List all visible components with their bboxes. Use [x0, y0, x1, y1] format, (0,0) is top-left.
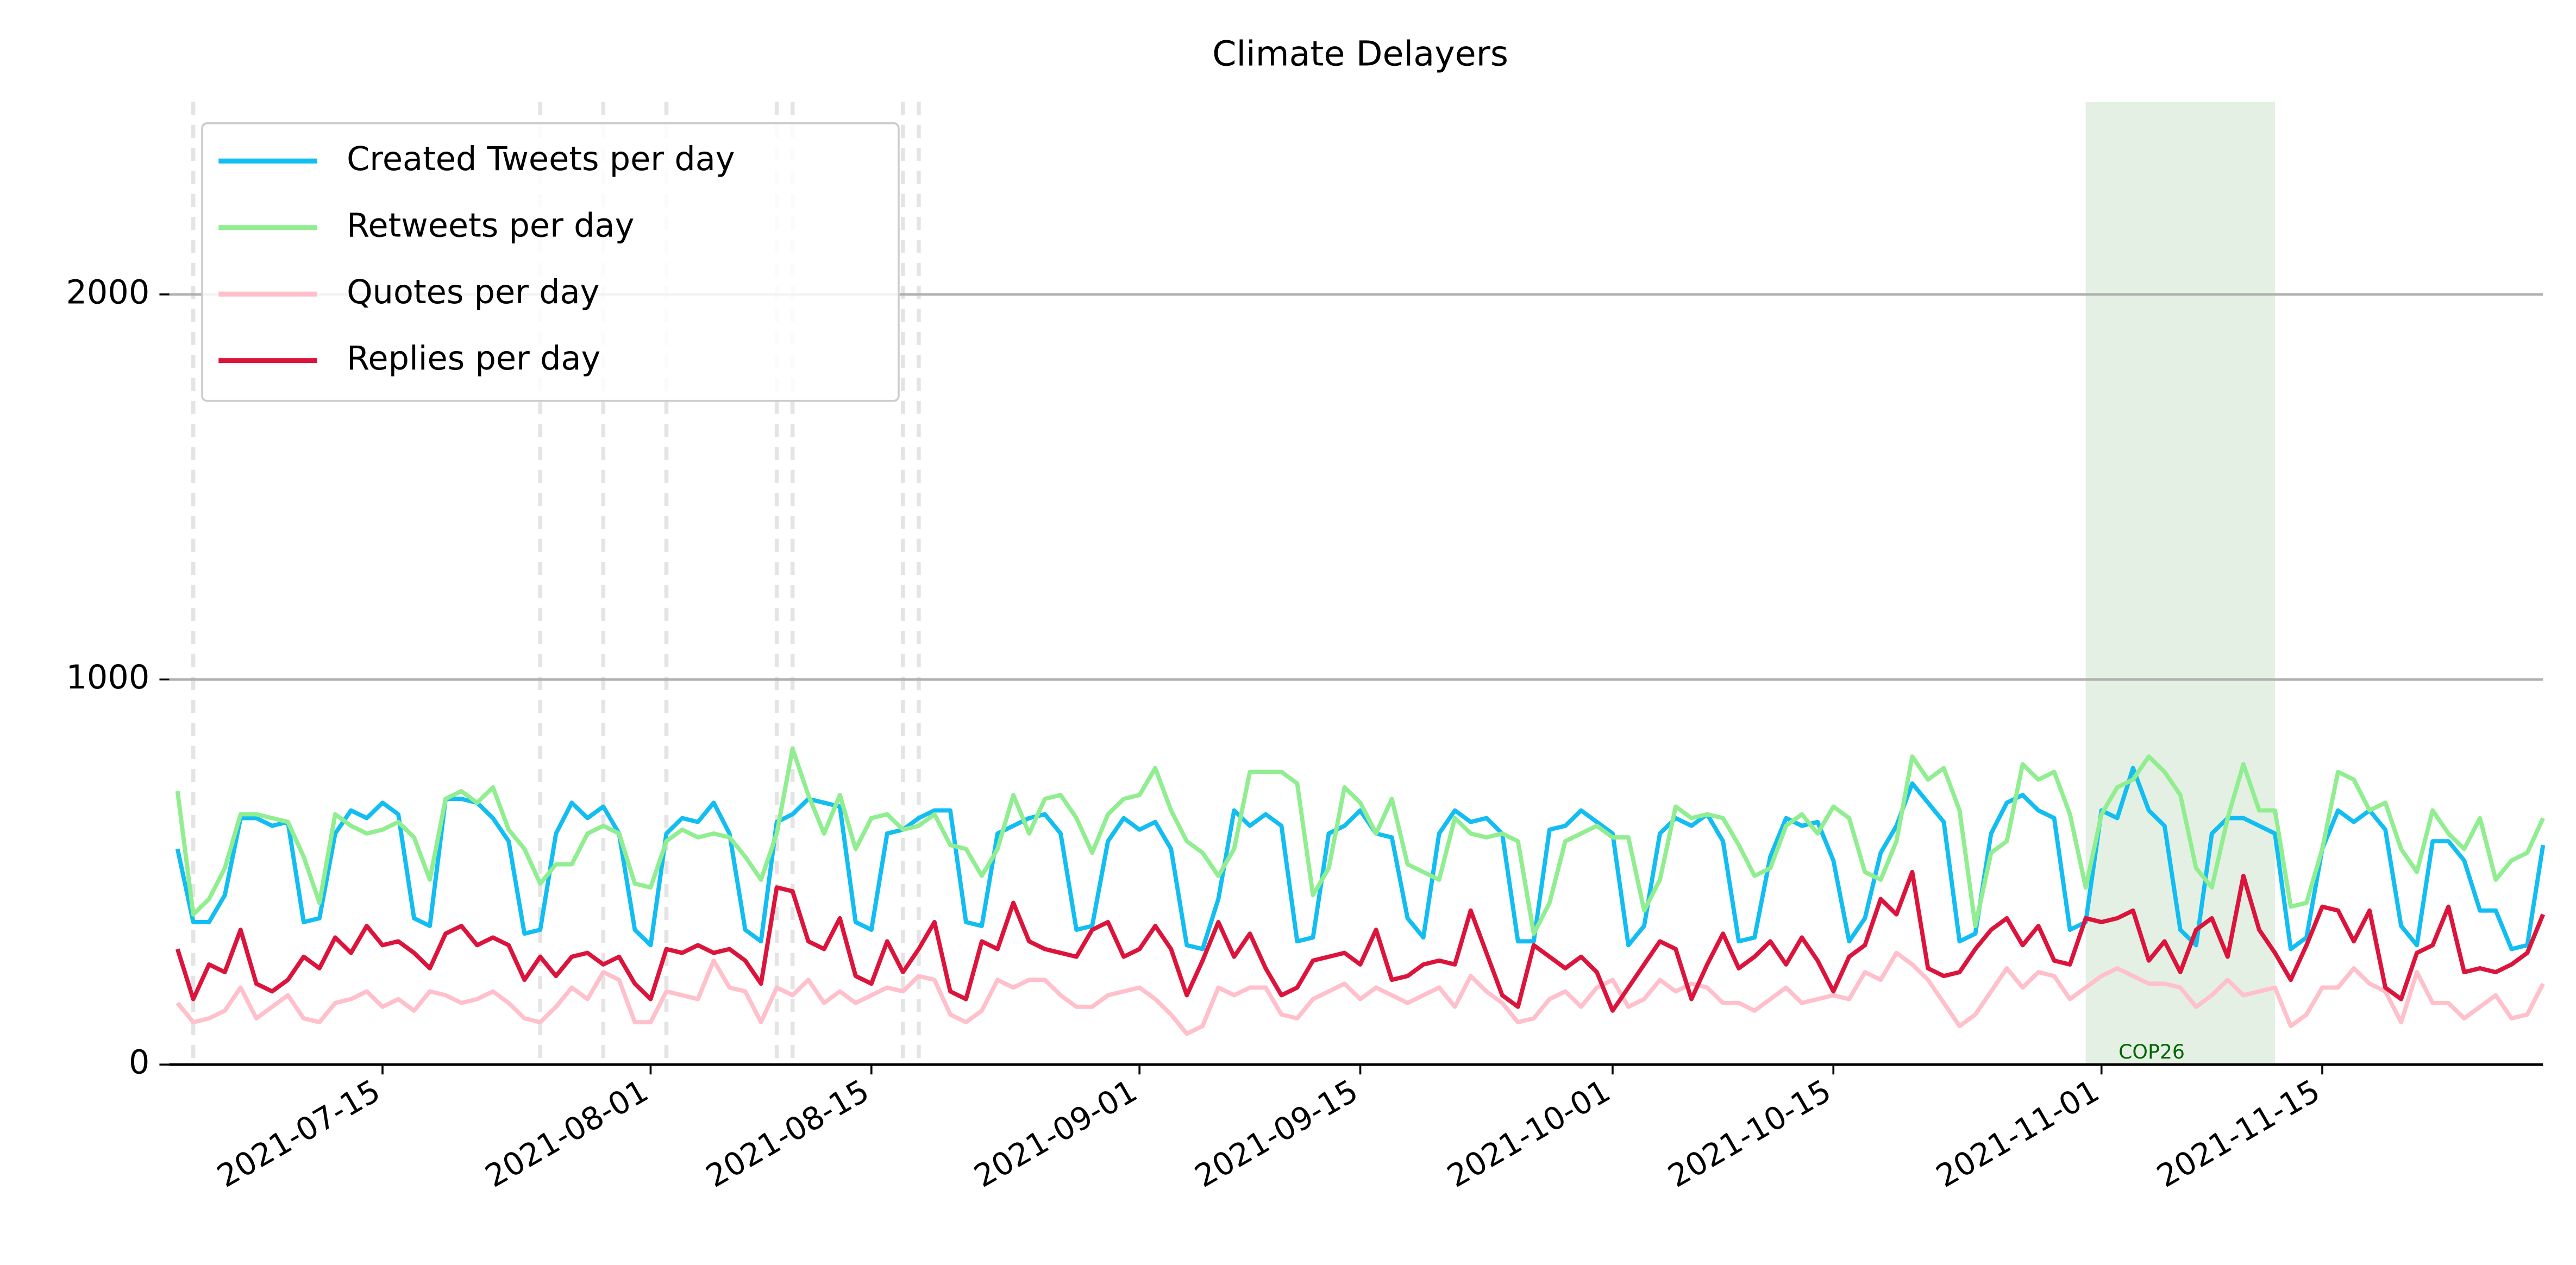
legend-label: Retweets per day [347, 206, 634, 245]
span-label: COP26 [2119, 1040, 2185, 1063]
x-tick-label: 2021-07-15 [211, 1073, 386, 1195]
legend-label: Created Tweets per day [347, 140, 735, 178]
chart-title: Climate Delayers [1212, 33, 1508, 73]
y-tick-label: 2000 [66, 273, 149, 311]
x-tick-label: 2021-10-15 [1662, 1073, 1838, 1195]
series-line [176, 950, 2545, 1036]
x-tick-label: 2021-09-15 [1189, 1073, 1364, 1195]
y-tick-label: 1000 [66, 659, 149, 697]
legend-label: Replies per day [347, 340, 600, 378]
legend: Created Tweets per day Retweets per day Qu… [201, 122, 900, 402]
highlight-span [2085, 102, 2275, 1065]
x-tick-label: 2021-11-15 [2151, 1073, 2326, 1195]
x-tick-label: 2021-11-01 [1930, 1073, 2105, 1195]
x-tick-label: 2021-08-15 [700, 1073, 875, 1195]
series-line [175, 869, 2545, 1013]
legend-label: Quotes per day [347, 273, 599, 311]
x-tick-label: 2021-08-01 [479, 1073, 655, 1195]
series-line [175, 766, 2546, 951]
x-tick-label: 2021-10-01 [1441, 1073, 1616, 1195]
legend-box [201, 122, 900, 402]
y-tick-label: 0 [129, 1044, 149, 1082]
x-tick-label: 2021-09-01 [968, 1073, 1144, 1195]
series-line [175, 747, 2545, 936]
